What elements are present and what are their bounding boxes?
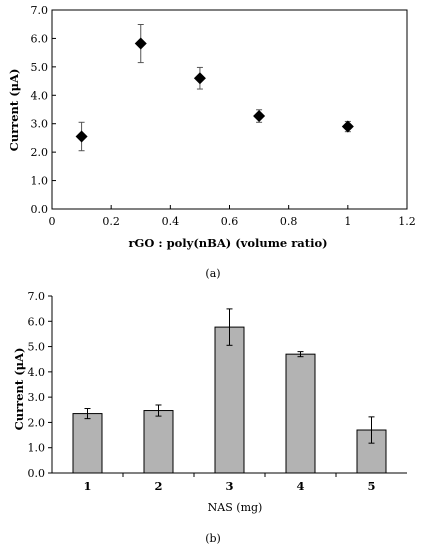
y-tick-label-b: 0.0 [28, 467, 46, 480]
data-point-a [253, 110, 266, 123]
bar-b [214, 326, 245, 474]
y-tick-label-a: 1.0 [31, 175, 49, 188]
plot-area-a [51, 9, 408, 210]
y-tick-label-a: 3.0 [31, 118, 49, 131]
data-point-a [134, 37, 147, 50]
x-tick-label-a: 1.2 [398, 215, 416, 228]
data-point-a [341, 120, 354, 133]
y-tick-label-b: 1.0 [28, 442, 46, 455]
x-axis-label-b: NAS (mg) [208, 501, 263, 514]
x-tick-label-b: 2 [154, 479, 162, 493]
y-tick-label-b: 2.0 [28, 416, 46, 429]
x-tick-label-a: 0.8 [280, 215, 298, 228]
bar-b [285, 353, 316, 474]
x-tick-label-a: 0 [49, 215, 56, 228]
y-tick-label-a: 6.0 [31, 32, 49, 45]
y-tick-label-a: 0.0 [31, 203, 49, 216]
y-tick-label-b: 6.0 [28, 315, 46, 328]
y-axis-label-b: Current (μA) [12, 348, 26, 431]
bar-chart-b: 0.0 1.0 2.0 3.0 4.0 5.0 6.0 7.0 1 2 3 4 5 Current (… [12, 290, 407, 545]
x-tick-label-a: 0.2 [102, 215, 120, 228]
x-tick-label-b: 3 [225, 479, 233, 493]
y-tick-label-b: 3.0 [28, 391, 46, 404]
data-point-a [75, 130, 88, 143]
y-tick-label-b: 7.0 [28, 290, 46, 303]
y-tick-label-a: 4.0 [31, 89, 49, 102]
y-tick-label-a: 7.0 [31, 4, 49, 17]
x-tick-label-b: 4 [296, 479, 304, 493]
x-tick-label-b: 5 [367, 479, 375, 493]
panel-label-b: (b) [205, 532, 221, 545]
x-tick-label-a: 0.4 [162, 215, 180, 228]
y-tick-label-a: 5.0 [31, 61, 49, 74]
scatter-chart-a: 0.0 1.0 2.0 3.0 4.0 5.0 6.0 7.0 0 0.2 0.4 0.6 0.8 1 1… [7, 4, 416, 280]
bar-b [356, 429, 387, 474]
y-axis-label-a: Current (μA) [7, 69, 21, 152]
data-point-a [193, 72, 206, 85]
x-axis-label-a: rGO : poly(nBA) (volume ratio) [128, 236, 327, 250]
y-tick-label-a: 2.0 [31, 146, 49, 159]
x-tick-label-a: 1 [344, 215, 351, 228]
panel-label-a: (a) [205, 267, 220, 280]
x-tick-label-a: 0.6 [221, 215, 239, 228]
bar-b [143, 410, 174, 474]
x-tick-label-b: 1 [83, 479, 91, 493]
y-tick-label-b: 4.0 [28, 366, 46, 379]
y-tick-label-b: 5.0 [28, 341, 46, 354]
bar-b [72, 413, 103, 474]
